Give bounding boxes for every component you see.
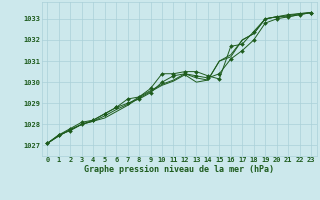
X-axis label: Graphe pression niveau de la mer (hPa): Graphe pression niveau de la mer (hPa) bbox=[84, 165, 274, 174]
